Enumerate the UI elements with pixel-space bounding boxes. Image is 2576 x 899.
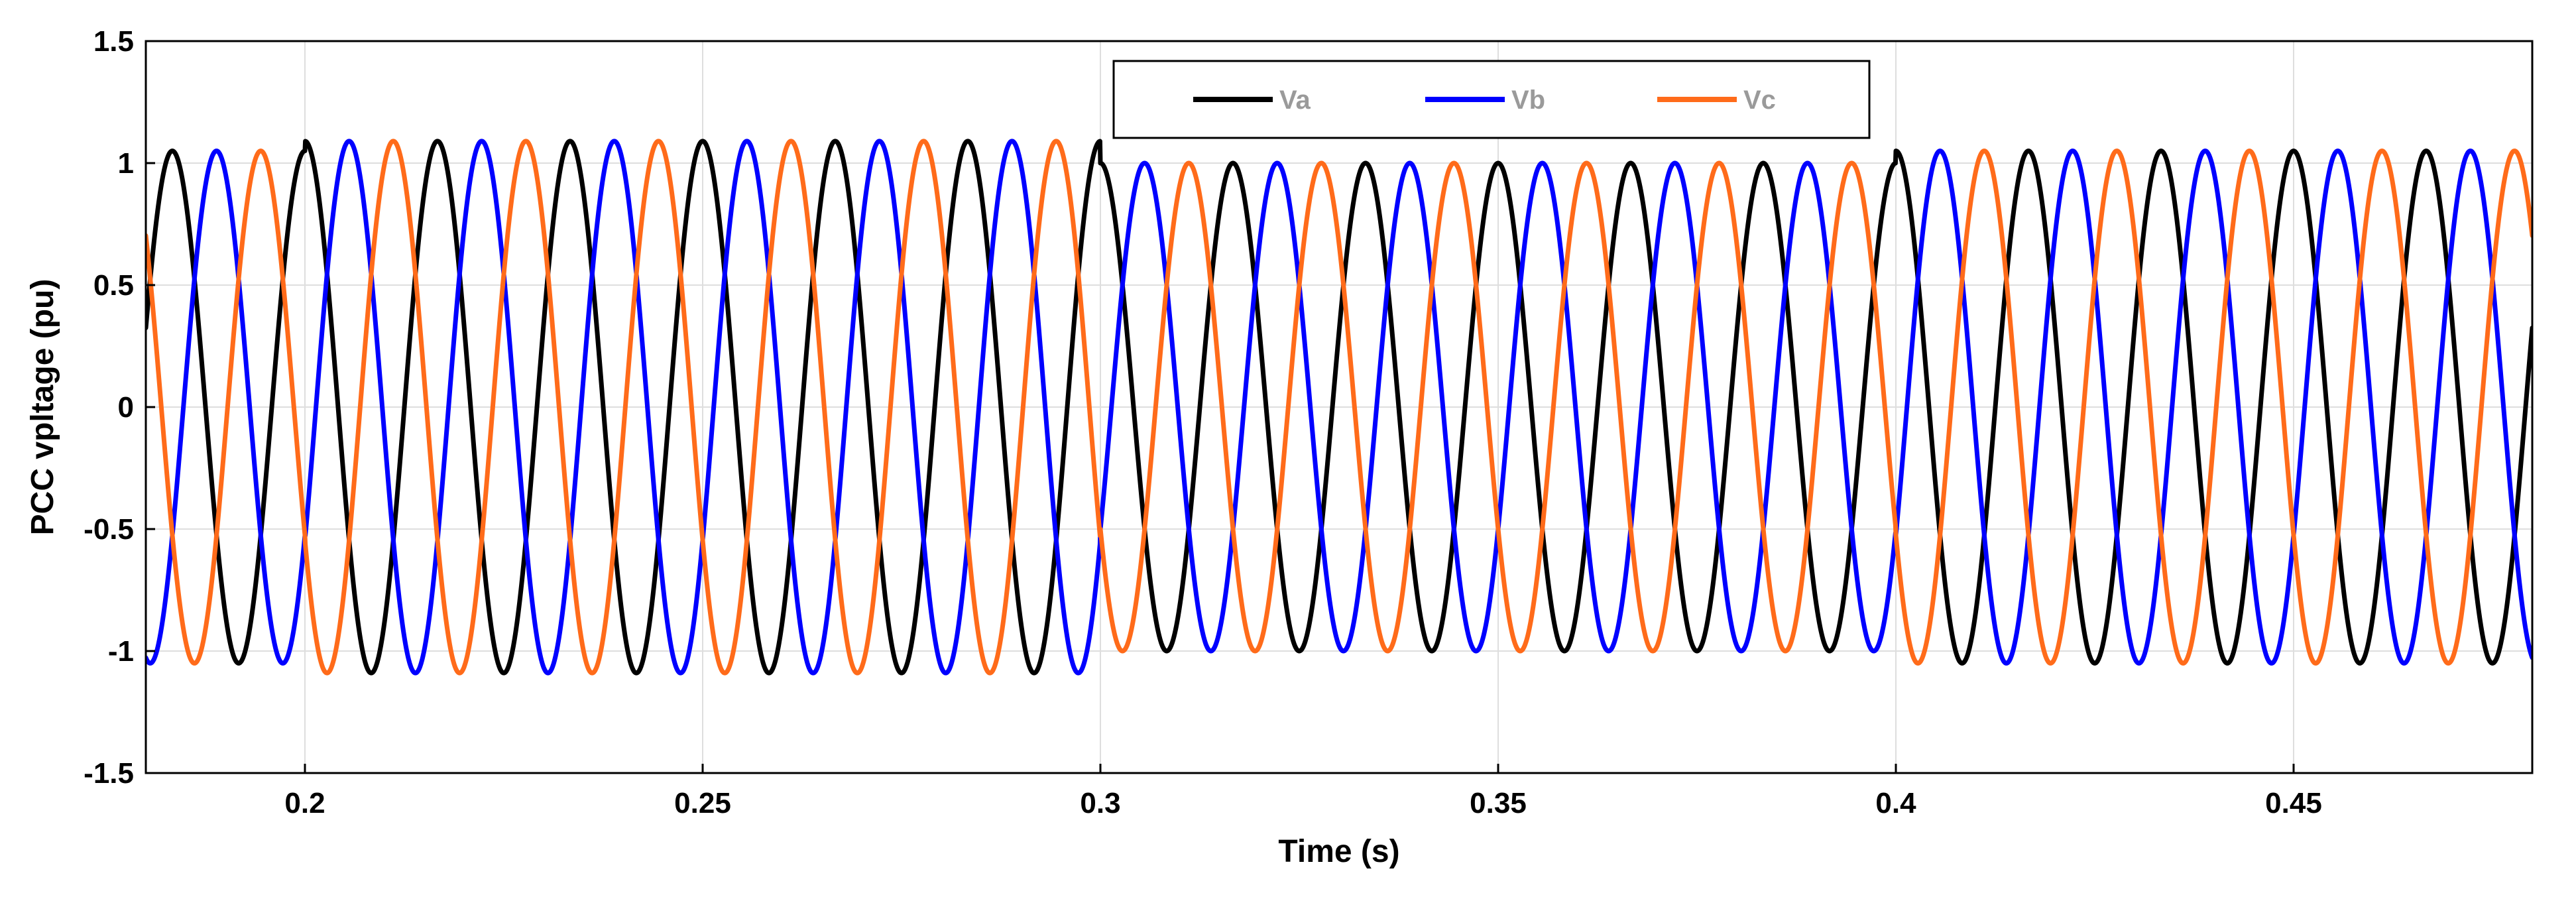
y-axis: 1.5 1 0.5 0 -0.5 -1 -1.5 [84,25,155,790]
x-axis-title: Time (s) [1278,834,1399,869]
legend-label-vb: Vb [1511,86,1545,115]
x-tick-label: 0.3 [1080,787,1120,819]
y-tick-label: 0 [118,391,134,424]
y-tick-label: 1 [118,147,134,180]
series-line-vb [146,139,2532,676]
legend-label-va: Va [1279,86,1311,115]
series-layer [146,139,2532,676]
y-tick-label: -1.5 [84,757,134,790]
legend-label-vc: Vc [1743,86,1776,115]
y-tick-label: 1.5 [93,25,134,58]
y-tick-label: -1 [108,635,134,668]
x-tick-label: 0.2 [284,787,325,819]
series-line-va [146,139,2532,676]
x-tick-label: 0.35 [1470,787,1527,819]
x-tick-label: 0.4 [1875,787,1916,819]
y-axis-title: PCC vpltage (pu) [25,279,60,536]
y-tick-label: -0.5 [84,513,134,546]
x-tick-label: 0.25 [674,787,731,819]
x-tick-label: 0.45 [2265,787,2322,819]
y-tick-label: 0.5 [93,269,134,302]
legend: Va Vb Vc [1112,60,1871,139]
x-axis: 0.2 0.25 0.3 0.35 0.4 0.45 [284,764,2322,819]
series-line-vc [146,139,2532,676]
